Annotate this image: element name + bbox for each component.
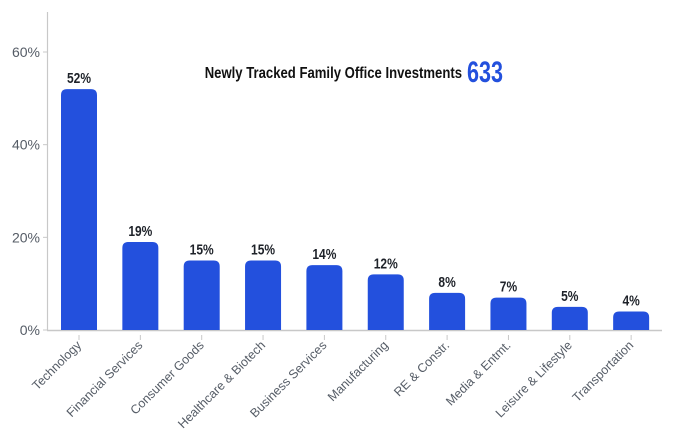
- value-label: 52%: [67, 70, 91, 87]
- bar: [245, 260, 282, 330]
- bar: [367, 274, 404, 330]
- value-label: 12%: [374, 255, 398, 272]
- bar: [490, 297, 527, 330]
- bar: [122, 241, 159, 330]
- value-label: 14%: [312, 246, 336, 263]
- headline-count: 633: [467, 54, 503, 88]
- category-label: Manufacturing: [325, 338, 391, 404]
- category-label: Technology: [29, 338, 84, 393]
- value-label: 15%: [251, 241, 275, 258]
- bar: [551, 306, 588, 330]
- value-label: 19%: [128, 223, 152, 240]
- value-label: 4%: [622, 292, 639, 309]
- bar: [183, 260, 220, 330]
- category-label: Media & Entmt.: [443, 338, 513, 408]
- bar: [429, 292, 466, 330]
- value-label: 7%: [500, 278, 517, 295]
- y-tick-label: 60%: [12, 44, 40, 60]
- category-label: RE & Constr.: [391, 338, 452, 399]
- bar: [613, 311, 650, 330]
- chart-title: Newly Tracked Family Office Investments: [205, 65, 462, 82]
- value-label: 15%: [190, 241, 214, 258]
- y-tick-label: 0%: [20, 322, 40, 338]
- chart-title-group: Newly Tracked Family Office Investments …: [205, 54, 503, 88]
- bar: [306, 265, 343, 330]
- value-label: 8%: [438, 274, 455, 291]
- category-label: Transportation: [570, 338, 637, 405]
- y-tick-label: 20%: [12, 229, 40, 245]
- y-tick-label: 40%: [12, 137, 40, 153]
- value-label: 5%: [561, 288, 578, 305]
- bar: [61, 89, 97, 330]
